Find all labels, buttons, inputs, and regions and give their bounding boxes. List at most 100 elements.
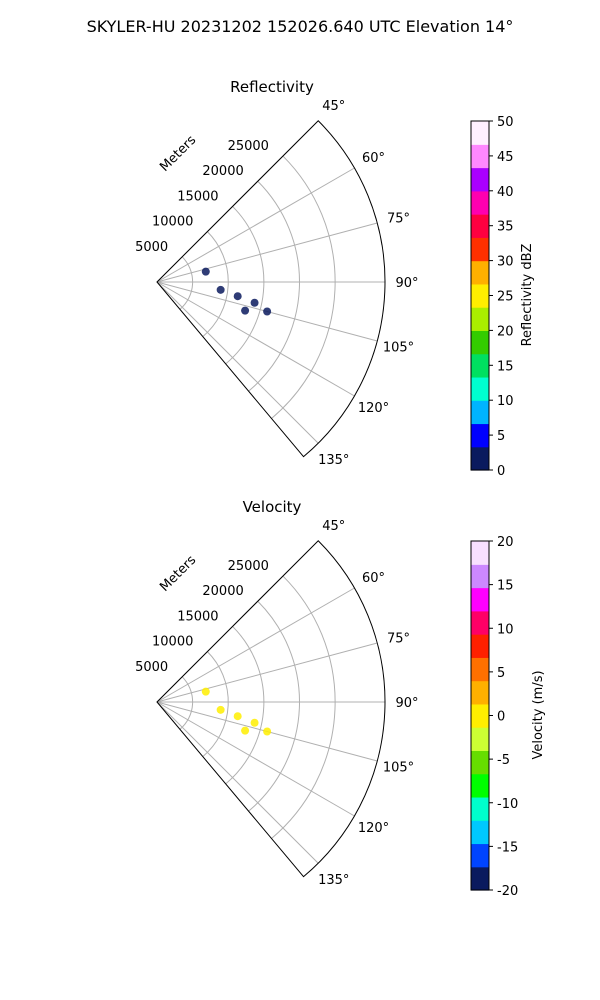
- range-ring: [248, 600, 300, 812]
- azimuth-tick-label: 120°: [358, 821, 389, 836]
- colorbar-segment: [471, 703, 489, 728]
- range-ring: [179, 676, 194, 730]
- colorbar-tick-label: 40: [497, 185, 514, 200]
- azimuth-tick-label: 90°: [395, 276, 418, 291]
- range-ring: [271, 575, 336, 839]
- echo-pixel: [250, 298, 259, 307]
- range-ring-label: 25000: [228, 139, 269, 154]
- range-ring: [202, 231, 229, 337]
- colorbar-tick-label: -5: [497, 753, 510, 768]
- velocity-panel: Velocity Meters 5000 10000 15000 20000 25000…: [135, 498, 546, 899]
- colorbar-segment: [471, 237, 489, 262]
- colorbar-segment: [471, 353, 489, 378]
- azimuth-gridline: [156, 701, 319, 864]
- range-ring-label: 5000: [135, 660, 168, 675]
- azimuth-tick-label: 135°: [318, 453, 349, 468]
- velocity-polar-axes: 5000 10000 15000 20000 25000 45° 60° 75° 90° 105°…: [135, 519, 418, 888]
- echo-pixel: [263, 307, 272, 316]
- colorbar-segment: [471, 773, 489, 798]
- colorbar-tick-label: 5: [497, 666, 505, 681]
- range-ring-label: 20000: [202, 164, 243, 179]
- azimuth-gridline: [156, 701, 355, 817]
- colorbar-tick-label: 35: [497, 220, 514, 235]
- range-ring-label: 20000: [202, 584, 243, 599]
- colorbar-segment: [471, 423, 489, 448]
- echo-pixel: [233, 712, 242, 721]
- figure-suptitle: SKYLER-HU 20231202 152026.640 UTC Elevat…: [87, 17, 514, 36]
- reflectivity-panel: Reflectivity Meters 5000 10000 15000 20000 2…: [135, 78, 535, 479]
- colorbar-tick-label: 20: [497, 535, 514, 550]
- colorbar-tick-label: 20: [497, 324, 514, 339]
- colorbar-tick-label: 15: [497, 359, 514, 374]
- range-ring-label: 10000: [152, 215, 193, 230]
- range-ring-label: 15000: [177, 609, 218, 624]
- colorbar-segment: [471, 144, 489, 169]
- colorbar-tick-label: 45: [497, 150, 514, 165]
- colorbar-tick-label: 15: [497, 579, 514, 594]
- colorbar-tick-label: -15: [497, 840, 518, 855]
- azimuth-tick-label: 75°: [387, 631, 410, 646]
- range-ring: [202, 651, 229, 757]
- range-ring-label: 15000: [177, 189, 218, 204]
- velocity-colorbar-label: Velocity (m/s): [531, 670, 546, 759]
- azimuth-tick-label: 75°: [387, 211, 410, 226]
- velocity-colorbar: -20 -15 -10 -5 0 5 10 15 20: [470, 535, 518, 899]
- colorbar-tick-label: 0: [497, 464, 505, 479]
- velocity-title: Velocity: [243, 498, 302, 516]
- colorbar-segment: [471, 121, 489, 145]
- colorbar-tick-label: 25: [497, 290, 514, 305]
- azimuth-tick-label: 60°: [362, 151, 385, 166]
- colorbar-segment: [471, 866, 489, 891]
- colorbar-segment: [471, 283, 489, 308]
- colorbar-segment: [471, 750, 489, 775]
- azimuth-gridline: [156, 281, 355, 397]
- colorbar-segment: [471, 541, 489, 565]
- azimuth-gridline: [156, 281, 319, 444]
- azimuth-tick-label: 45°: [322, 99, 345, 114]
- colorbar-tick-label: 0: [497, 710, 505, 725]
- colorbar-tick-label: 30: [497, 255, 514, 270]
- echo-pixel: [216, 705, 225, 714]
- echo-pixel: [201, 267, 210, 276]
- echo-pixel: [233, 292, 242, 301]
- velocity-range-unit-label: Meters: [157, 553, 199, 595]
- azimuth-gridline: [156, 642, 378, 703]
- colorbar-segment: [471, 376, 489, 401]
- reflectivity-polar-axes: 5000 10000 15000 20000 25000 45° 60° 75° 90° 105°…: [135, 99, 418, 468]
- colorbar-segment: [471, 260, 489, 285]
- echo-pixel: [263, 727, 272, 736]
- range-ring: [225, 206, 265, 365]
- colorbar-tick-label: 5: [497, 429, 505, 444]
- colorbar-segment: [471, 657, 489, 682]
- colorbar-segment: [471, 167, 489, 192]
- echo-pixel: [241, 726, 250, 735]
- colorbar-segment: [471, 564, 489, 589]
- range-ring-label: 25000: [228, 559, 269, 574]
- range-ring: [225, 626, 265, 785]
- azimuth-tick-label: 60°: [362, 571, 385, 586]
- reflectivity-colorbar: 0 5 10 15 20 25 30 35 40 45 50: [470, 115, 514, 479]
- colorbar-segment: [471, 587, 489, 612]
- azimuth-gridline: [156, 222, 378, 283]
- colorbar-tick-label: 50: [497, 115, 514, 130]
- azimuth-gridline: [156, 587, 355, 703]
- colorbar-segment: [471, 330, 489, 355]
- colorbar-segment: [471, 610, 489, 635]
- reflectivity-title: Reflectivity: [230, 78, 314, 96]
- echo-pixel: [216, 285, 225, 294]
- colorbar-segment: [471, 190, 489, 215]
- colorbar-segment: [471, 634, 489, 658]
- polar-sector-outline: [156, 120, 386, 458]
- azimuth-tick-label: 105°: [383, 761, 414, 776]
- colorbar-segment: [471, 820, 489, 845]
- colorbar-tick-label: -20: [497, 884, 518, 899]
- colorbar-segment: [471, 796, 489, 821]
- colorbar-segment: [471, 307, 489, 331]
- azimuth-tick-label: 90°: [395, 696, 418, 711]
- echo-pixel: [250, 718, 259, 727]
- colorbar-segment: [471, 400, 489, 425]
- colorbar-segment: [471, 843, 489, 868]
- azimuth-tick-label: 120°: [358, 401, 389, 416]
- range-ring-label: 10000: [152, 635, 193, 650]
